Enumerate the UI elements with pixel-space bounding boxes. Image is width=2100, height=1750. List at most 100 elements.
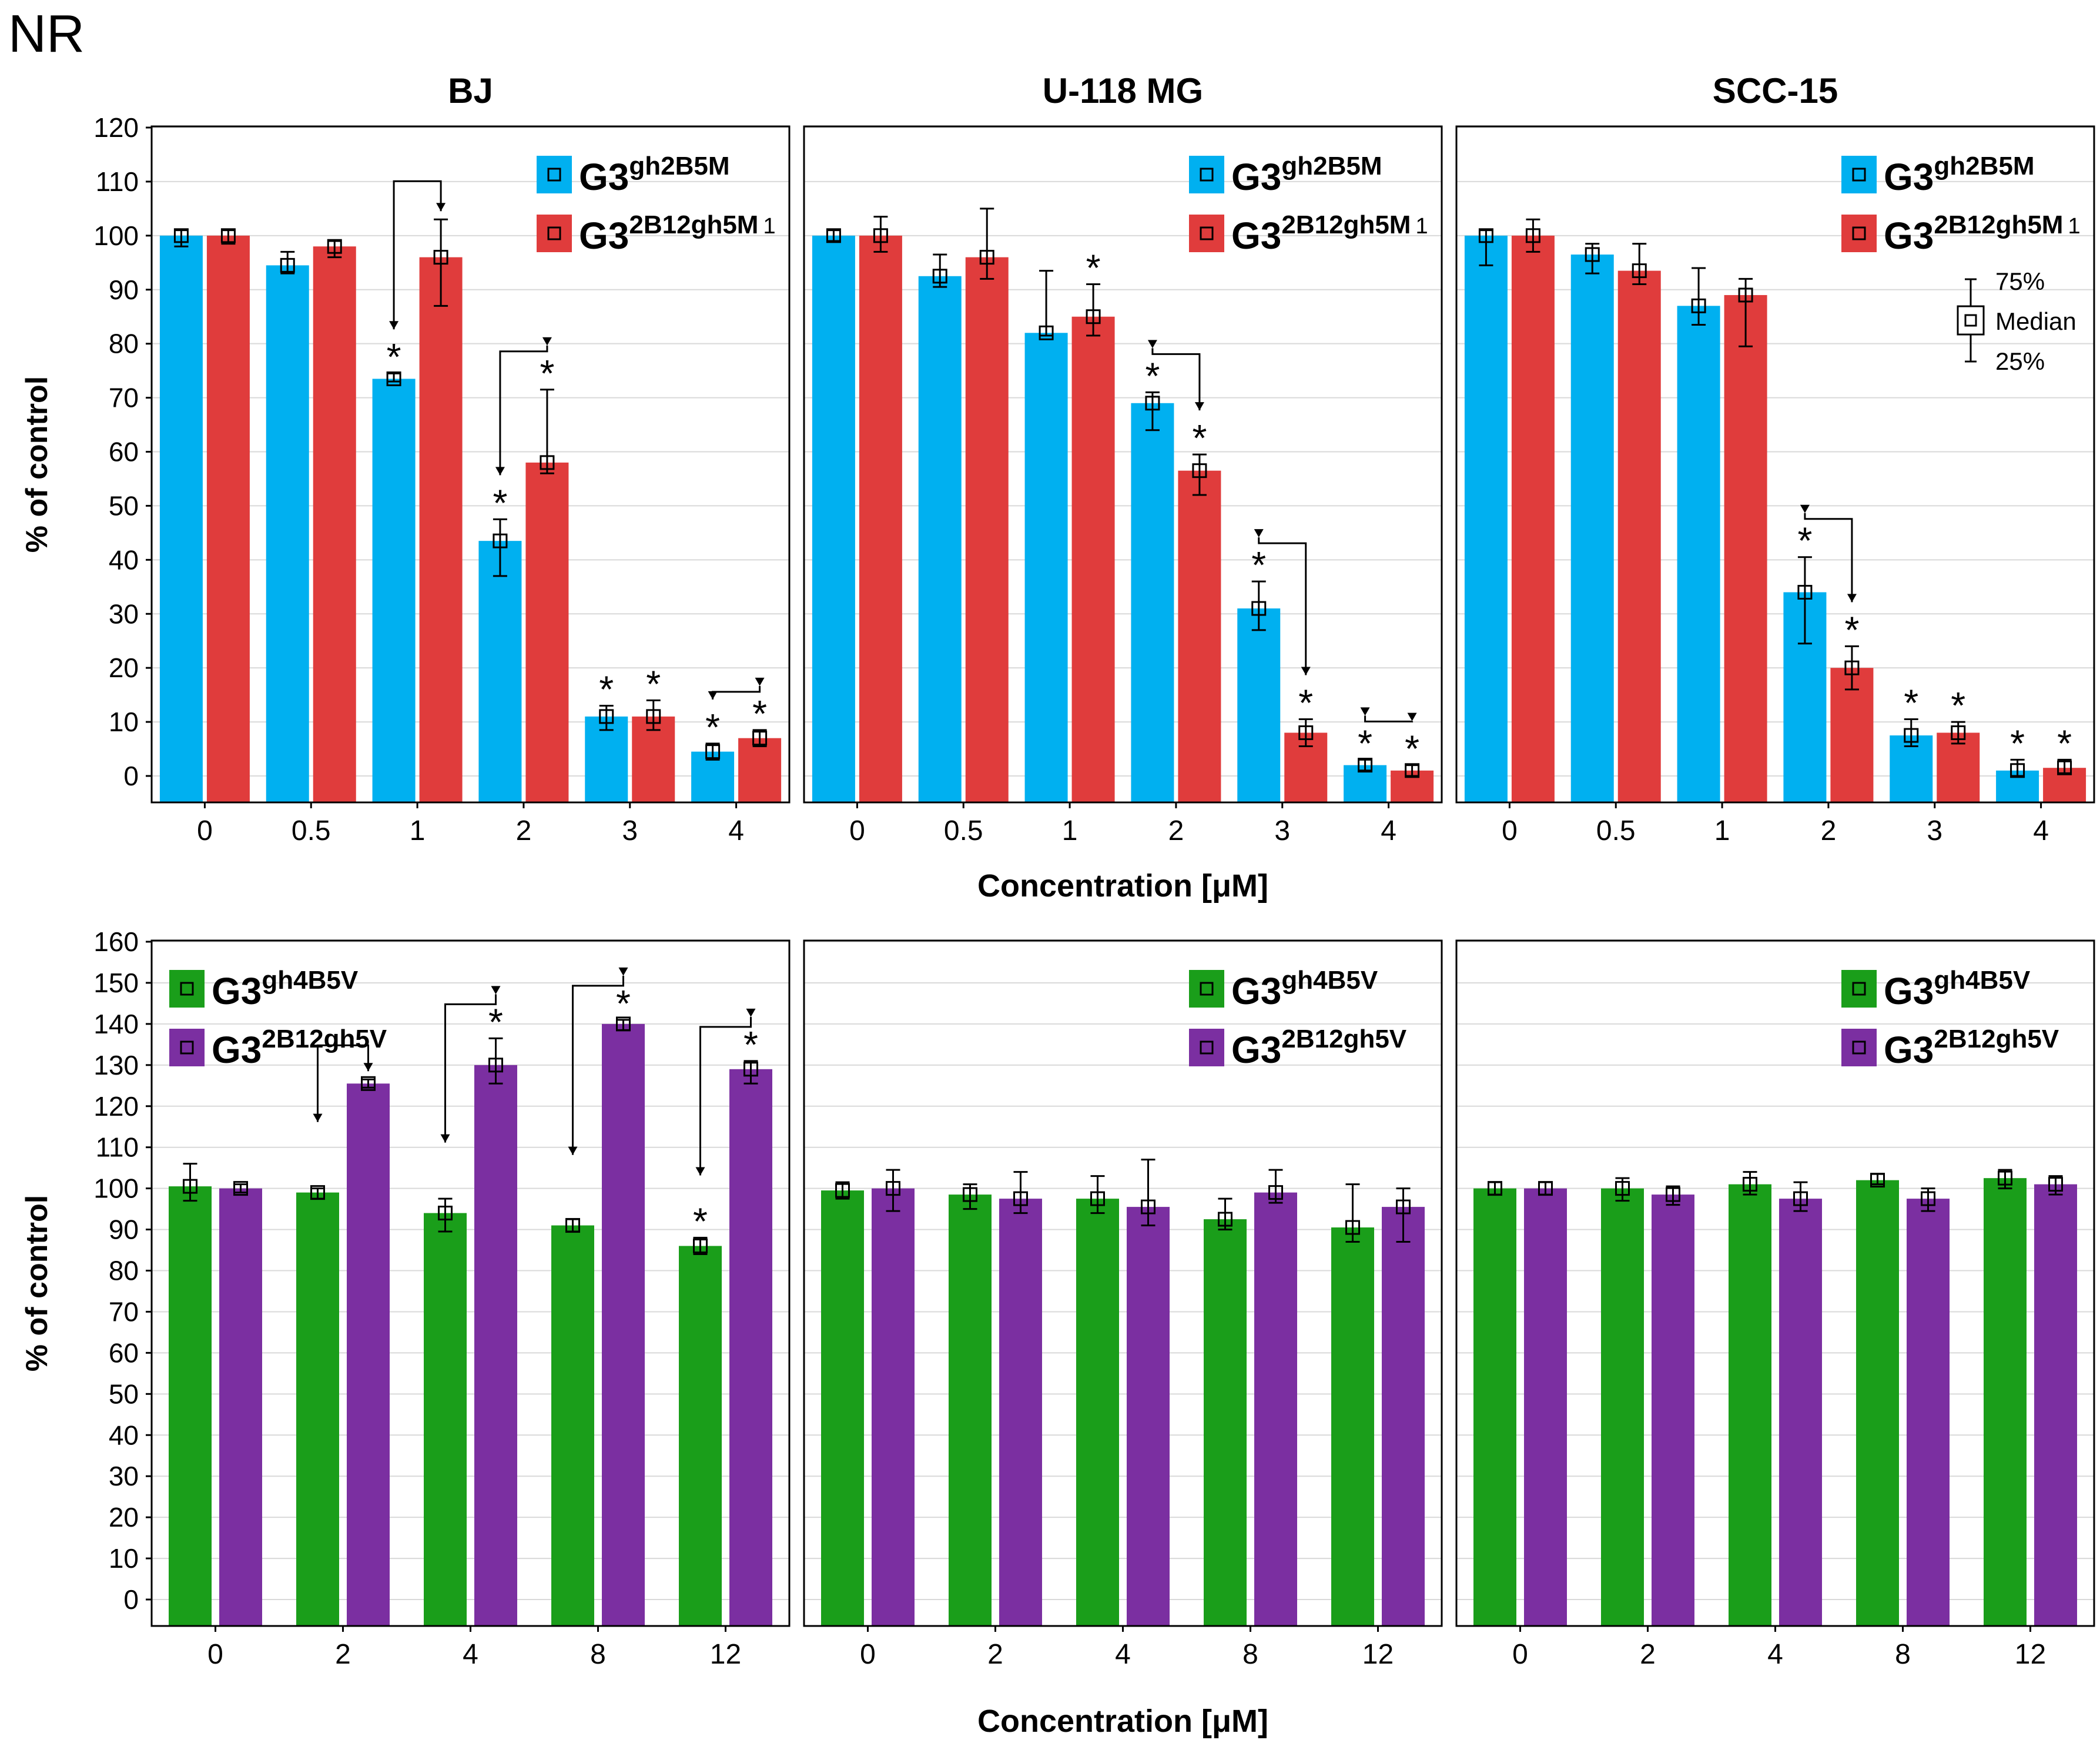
y-axis-title: % of control (20, 1195, 54, 1371)
bar-G3 2B12gh5V-0 (1524, 1188, 1567, 1626)
bar-G3 2B12gh5M 1-1 (1724, 295, 1767, 803)
y-tick-label: 130 (93, 1050, 139, 1080)
comparison-arrow (393, 180, 442, 330)
legend-swatch (1841, 970, 1877, 1008)
arrow-head (1194, 402, 1204, 411)
chart-panel-bottom-1: 0 2 4 8 12 G3gh4B5V G32B12gh5V (803, 939, 1443, 1670)
median-marker (1478, 228, 1493, 243)
y-tick-label: 50 (109, 1378, 139, 1409)
median-marker (1251, 601, 1267, 616)
arrow-head (1360, 707, 1370, 716)
median-marker (2057, 760, 2072, 775)
x-tick-label: 4 (1767, 1639, 1783, 1670)
significance-star: * (646, 662, 661, 705)
y-tick-label: 40 (109, 544, 139, 575)
y-tick-label: 70 (109, 1296, 139, 1327)
x-tick-label: 0 (849, 815, 865, 846)
bar-G3gh4B5V-2 (949, 1194, 992, 1626)
bar-G3gh2B5M-1 (1677, 306, 1720, 802)
chart-layer: *******0 0.5 1 2 3 40102030405060708090100110… (20, 71, 2095, 1739)
y-tick-label: 60 (109, 437, 139, 467)
legend-swatch (1841, 156, 1877, 193)
legend-swatch (1841, 215, 1877, 252)
bar-G3 2B12gh5M 1-0 (206, 235, 250, 802)
arrow-head (389, 321, 399, 330)
bar-G3 2B12gh5M 1-0.5 (965, 257, 1009, 803)
y-tick-label: 160 (93, 926, 139, 957)
key-label-75: 75% (1995, 267, 2045, 295)
plot-area (804, 126, 1442, 802)
y-tick-label: 60 (109, 1337, 139, 1368)
median-marker (873, 228, 888, 243)
x-tick-label: 3 (1927, 815, 1942, 846)
median-marker (1525, 228, 1540, 243)
bar-G3 2B12gh5V-8 (1907, 1199, 1950, 1626)
bar-G3gh2B5M-3 (1237, 608, 1281, 802)
median-marker (1405, 763, 1420, 778)
arrow-head (708, 691, 718, 700)
legend-swatch (1841, 1029, 1877, 1066)
key-label-25: 25% (1995, 347, 2045, 375)
y-tick-label: 80 (109, 329, 139, 359)
plot-area (1456, 126, 2094, 802)
x-tick-label: 12 (2015, 1639, 2046, 1670)
legend-swatch (1189, 1029, 1224, 1066)
x-tick-label: 4 (728, 815, 744, 846)
legend-label: G32B12gh5V (1231, 1025, 1407, 1071)
arrow-head (568, 1146, 578, 1155)
comparison-arrow (699, 1016, 752, 1176)
legend-label: G32B12gh5V (1884, 1025, 2059, 1071)
bar-G3 2B12gh5V-4 (474, 1065, 517, 1626)
y-tick-label: 100 (93, 220, 139, 251)
arrow-head (1847, 594, 1857, 603)
bar-G3gh4B5V-4 (1729, 1184, 1771, 1626)
legend-swatch (1189, 970, 1224, 1008)
median-marker (826, 228, 841, 243)
arrow-head (542, 337, 552, 346)
legend-label: G3gh4B5V (212, 966, 359, 1012)
plot-area (152, 126, 789, 802)
x-tick-label: 1 (1714, 815, 1730, 846)
bar-G3 2B12gh5M 1-2 (525, 462, 569, 802)
significance-star: * (599, 668, 614, 711)
arrow-head (1254, 529, 1264, 538)
y-tick-label: 80 (109, 1256, 139, 1286)
x-tick-label: 2 (1640, 1639, 1656, 1670)
legend-swatch (537, 156, 572, 193)
bar-G3 2B12gh5V-0 (219, 1188, 262, 1626)
arrow-head (1407, 712, 1417, 721)
bar-G3gh2B5M-2 (478, 541, 522, 802)
y-tick-label: 90 (109, 1214, 139, 1245)
median-marker (2048, 1177, 2063, 1192)
comparison-arrow (1804, 513, 1853, 603)
bar-G3gh2B5M-1 (372, 379, 416, 802)
median-marker (1921, 1191, 1935, 1206)
x-tick-label: 4 (463, 1639, 478, 1670)
y-tick-label: 50 (109, 490, 139, 521)
bar-G3 2B12gh5V-12 (2034, 1184, 2077, 1626)
bar-G3gh4B5V-2 (1601, 1188, 1644, 1626)
bar-G3gh4B5V-2 (296, 1192, 339, 1626)
median-marker (1268, 1185, 1283, 1200)
legend-marker (1200, 226, 1214, 240)
y-tick-label: 70 (109, 383, 139, 413)
plot-frame (803, 125, 1443, 804)
y-tick-label: 100 (93, 1173, 139, 1204)
median-marker (565, 1218, 580, 1233)
x-tick-label: 2 (987, 1639, 1003, 1670)
bar-G3 2B12gh5V-8 (1254, 1192, 1297, 1626)
median-marker (835, 1183, 850, 1198)
bar-G3 2B12gh5M 1-0 (1511, 235, 1555, 802)
y-tick-label: 30 (109, 1461, 139, 1491)
bar-G3gh2B5M-0 (159, 235, 203, 802)
x-tick-label: 2 (335, 1639, 351, 1670)
median-marker (1904, 728, 1919, 743)
median-marker (1538, 1181, 1553, 1196)
y-tick-label: 20 (109, 653, 139, 683)
bar-G3 2B12gh5M 1-1 (1071, 316, 1115, 802)
median-marker (540, 455, 555, 470)
bar-G3gh4B5V-4 (424, 1213, 467, 1626)
comparison-arrow (317, 1044, 369, 1122)
y-tick-label: 10 (109, 1543, 139, 1574)
bar-G3 2B12gh5M 1-1 (419, 257, 463, 803)
